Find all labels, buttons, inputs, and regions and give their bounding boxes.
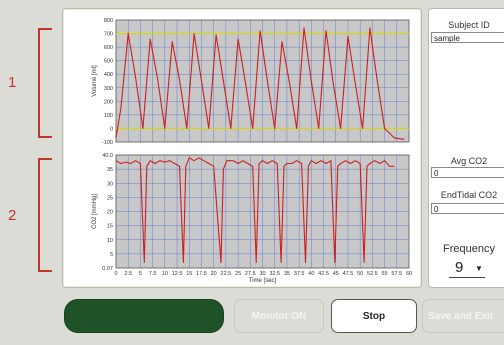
callout-bracket-1 bbox=[38, 28, 52, 138]
y-tick-label: 600 bbox=[104, 45, 113, 51]
y-tick-label: 700 bbox=[104, 32, 113, 38]
y-tick-label: 20 bbox=[107, 210, 113, 216]
plot-panel: 800 700 600 500 400 300 200 100 0 -100 Volume [ml]… bbox=[62, 8, 422, 288]
x-tick-label: 5 bbox=[139, 271, 142, 277]
subject-id-label: Subject ID bbox=[448, 20, 490, 30]
x-tick-label: 52.5 bbox=[367, 271, 378, 277]
avg-co2-label: Avg CO2 bbox=[450, 156, 488, 166]
frequency-value: 9 bbox=[455, 259, 464, 276]
series-line-1 bbox=[115, 27, 405, 140]
x-tick-label: 22.5 bbox=[221, 271, 232, 277]
x-tick-label: 27.5 bbox=[245, 271, 256, 277]
x-tick-label: 12.5 bbox=[172, 271, 183, 277]
x-axis-label: Time [sec] bbox=[249, 278, 277, 284]
x-tick-label: 0 bbox=[114, 271, 117, 277]
y-tick-label: 5 bbox=[110, 252, 113, 258]
y-tick-label: 35 bbox=[107, 167, 113, 173]
y-axis-label: CO2 [mmHg] bbox=[92, 194, 98, 229]
x-tick-label: 32.5 bbox=[269, 271, 280, 277]
series-line-2 bbox=[115, 157, 395, 264]
y-tick-label: 800 bbox=[104, 18, 113, 24]
chevron-down-icon: ▼ bbox=[475, 264, 483, 273]
y-tick-label: 30 bbox=[107, 181, 113, 187]
y-tick-label: -100 bbox=[102, 140, 113, 146]
x-tick-label: 10 bbox=[162, 271, 168, 277]
y-tick-label: 0 bbox=[110, 126, 113, 132]
x-tick-label: 50 bbox=[357, 271, 363, 277]
avg-co2-field: 0 bbox=[431, 167, 504, 178]
y-tick-label: 100 bbox=[104, 113, 113, 119]
x-tick-label: 2.5 bbox=[124, 271, 132, 277]
x-tick-label: 20 bbox=[211, 271, 217, 277]
save-and-exit-button[interactable]: Save and Exit bbox=[422, 299, 504, 333]
x-tick-label: 17.5 bbox=[196, 271, 207, 277]
x-tick-label: 55 bbox=[382, 271, 388, 277]
x-tick-label: 60 bbox=[406, 271, 412, 277]
side-panel: Subject ID sample Avg CO2 0 EndTidal CO2… bbox=[428, 8, 504, 288]
stop-button[interactable]: Stop bbox=[331, 299, 417, 333]
endtidal-co2-field: 0 bbox=[431, 203, 504, 214]
endtidal-co2-label: EndTidal CO2 bbox=[440, 190, 498, 200]
frequency-select[interactable]: 9 ▼ bbox=[449, 259, 485, 278]
frequency-label: Frequency bbox=[443, 243, 495, 255]
x-tick-label: 37.5 bbox=[294, 271, 305, 277]
y-tick-label: 25 bbox=[107, 195, 113, 201]
x-tick-label: 45 bbox=[333, 271, 339, 277]
x-tick-label: 25 bbox=[235, 271, 241, 277]
status-indicator bbox=[64, 299, 224, 333]
y-tick-label: 40.0 bbox=[102, 153, 113, 159]
y-tick-label: 500 bbox=[104, 59, 113, 65]
x-tick-label: 15 bbox=[186, 271, 192, 277]
callout-bracket-2 bbox=[38, 158, 52, 272]
x-tick-label: 57.5 bbox=[391, 271, 402, 277]
y-tick-label: 300 bbox=[104, 86, 113, 92]
subject-id-input[interactable]: sample bbox=[431, 32, 504, 43]
x-tick-label: 35 bbox=[284, 271, 290, 277]
y-tick-label: 0.07 bbox=[102, 266, 113, 272]
monitor-on-button[interactable]: Monitor ON bbox=[234, 299, 324, 333]
y-tick-label: 200 bbox=[104, 99, 113, 105]
y-tick-label: 400 bbox=[104, 72, 113, 78]
x-tick-label: 42.5 bbox=[318, 271, 329, 277]
y-tick-label: 10 bbox=[107, 238, 113, 244]
x-tick-label: 40 bbox=[308, 271, 314, 277]
y-axis-label: Volume [ml] bbox=[92, 65, 98, 97]
y-tick-label: 15 bbox=[107, 224, 113, 230]
callout-number-1: 1 bbox=[8, 74, 17, 91]
x-tick-label: 30 bbox=[259, 271, 265, 277]
x-tick-label: 7.5 bbox=[149, 271, 157, 277]
x-tick-label: 47.5 bbox=[343, 271, 354, 277]
callout-number-2: 2 bbox=[8, 207, 17, 224]
